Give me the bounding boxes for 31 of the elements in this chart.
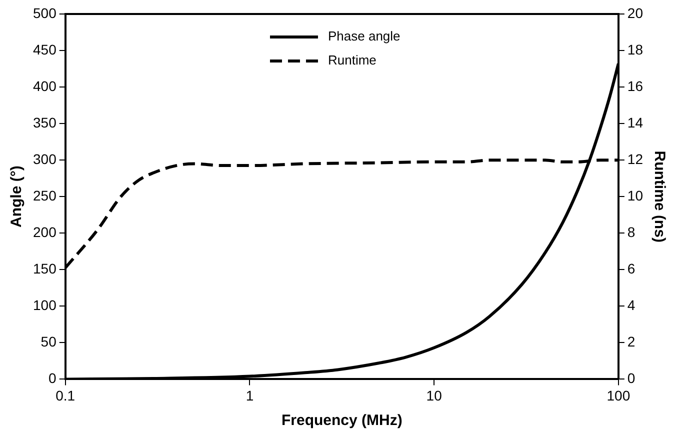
- y-tick-label: 300: [33, 150, 57, 167]
- x-tick-label: 10: [426, 387, 442, 404]
- y-tick-label: 400: [33, 78, 57, 94]
- y-tick-label: 200: [33, 224, 57, 240]
- y2-tick-label: 4: [627, 297, 636, 314]
- y2-tick-label: 14: [627, 114, 644, 130]
- x-tick-label: 1: [246, 387, 254, 404]
- y2-tick-label: 16: [627, 78, 644, 94]
- y2-tick-label: 12: [627, 150, 644, 167]
- y2-axis-title: Runtime (ns): [650, 150, 668, 242]
- y2-tick-label: 6: [627, 260, 636, 276]
- y-tick-label: 250: [33, 187, 57, 204]
- x-axis-title: Frequency (MHz): [281, 412, 402, 430]
- x-tick-label: 100: [606, 387, 630, 404]
- y2-tick-label: 0: [627, 370, 636, 386]
- y-tick-label: 0: [48, 370, 57, 386]
- y2-tick-label: 8: [627, 224, 636, 240]
- legend-label: Runtime: [328, 52, 376, 68]
- x-tick-label: 0.1: [56, 387, 76, 404]
- y2-tick-label: 18: [627, 41, 644, 58]
- y-tick-label: 500: [33, 4, 57, 21]
- y-axis-title: Angle (°): [8, 166, 26, 228]
- y-tick-label: 350: [33, 114, 57, 130]
- y2-tick-label: 20: [627, 4, 644, 21]
- y2-tick-label: 10: [627, 187, 644, 204]
- legend-label: Phase angle: [328, 28, 400, 44]
- y-tick-label: 100: [33, 297, 57, 314]
- y2-tick-label: 2: [627, 334, 636, 350]
- y-tick-label: 50: [40, 334, 57, 350]
- y-tick-label: 450: [33, 41, 57, 58]
- y-tick-label: 150: [33, 260, 57, 276]
